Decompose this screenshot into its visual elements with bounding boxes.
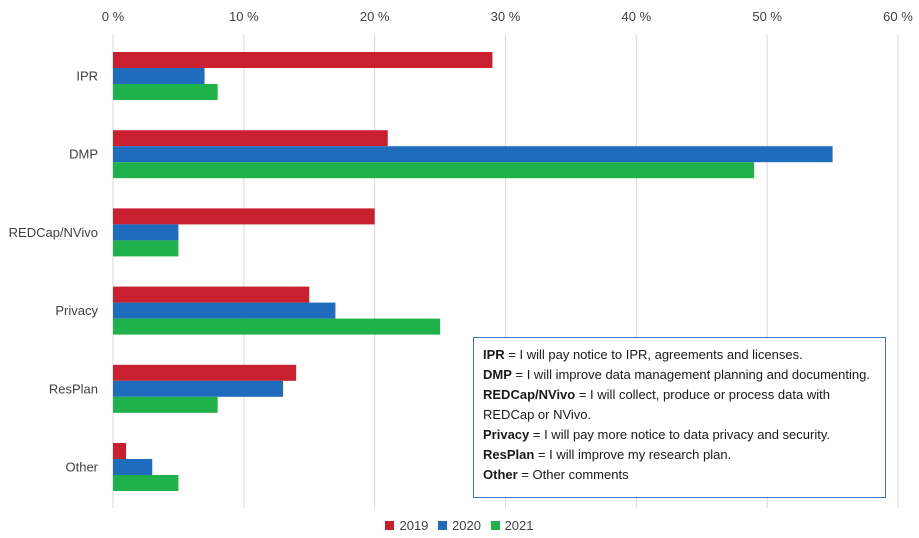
note-term: Other — [483, 467, 518, 482]
bar-chart: 0 % 10 % 20 % 30 % 40 % 50 % 60 % IPR DMP REDCap… — [9, 9, 913, 508]
note-text: = I will pay notice to IPR, agreements a… — [504, 347, 803, 362]
x-tick-label: 30 % — [491, 9, 521, 24]
category-label: DMP — [69, 147, 98, 162]
note-text: = I will improve my research plan. — [534, 447, 732, 462]
x-tick-label: 0 % — [102, 9, 125, 24]
x-axis-ticks: 0 % 10 % 20 % 30 % 40 % 50 % 60 % — [102, 9, 913, 24]
abbreviation-notes-box: IPR = I will pay notice to IPR, agreemen… — [473, 337, 886, 498]
note-term: REDCap/NVivo — [483, 387, 576, 402]
x-tick-label: 50 % — [752, 9, 782, 24]
bar-2019-ipr — [113, 52, 493, 68]
legend-item-2021: 2021 — [490, 518, 534, 533]
bar-2020-ipr — [113, 68, 205, 84]
category-label: ResPlan — [49, 381, 98, 396]
bar-2020-other — [113, 459, 153, 475]
note-term: ResPlan — [483, 447, 535, 462]
bar-2021-ipr — [113, 84, 218, 100]
x-tick-label: 10 % — [229, 9, 259, 24]
bar-2021-redcap-nvivo — [113, 240, 179, 257]
category-label: Privacy — [55, 303, 98, 318]
bar-2020-resplan — [113, 380, 284, 397]
bar-2021-other — [113, 475, 179, 491]
bar-2019-resplan — [113, 364, 297, 381]
legend-swatch-2019 — [385, 521, 395, 530]
note-line-privacy: Privacy = I will pay more notice to data… — [483, 425, 877, 445]
note-line-redcap: REDCap/NVivo = I will collect, produce o… — [483, 385, 877, 425]
note-line-dmp: DMP = I will improve data management pla… — [483, 365, 877, 385]
bar-2021-privacy — [113, 318, 441, 335]
bar-2020-dmp — [113, 146, 833, 163]
bar-2019-privacy — [113, 286, 310, 303]
category-label: IPR — [76, 69, 98, 84]
bar-2019-dmp — [113, 130, 388, 147]
x-tick-label: 60 % — [883, 9, 913, 24]
note-text: = I will pay more notice to data privacy… — [529, 427, 830, 442]
x-tick-label: 20 % — [360, 9, 390, 24]
legend: 2019 2020 2021 — [0, 518, 919, 533]
legend-item-2019: 2019 — [385, 518, 428, 533]
legend-swatch-2021 — [490, 521, 500, 530]
legend-swatch-2020 — [438, 521, 448, 530]
note-term: IPR — [483, 347, 505, 362]
legend-label: 2019 — [399, 518, 429, 533]
note-line-other: Other = Other comments — [483, 465, 877, 485]
bar-2019-redcap-nvivo — [113, 208, 375, 225]
x-tick-label: 40 % — [622, 9, 652, 24]
bar-2019-other — [113, 443, 127, 459]
category-labels: IPR DMP REDCap/NVivo Privacy ResPlan Other — [9, 69, 99, 475]
bar-2021-dmp — [113, 162, 755, 179]
legend-label: 2020 — [452, 518, 481, 533]
note-term: Privacy — [483, 427, 530, 442]
note-term: DMP — [483, 367, 512, 382]
note-text: = I will collect, produce or process dat… — [483, 387, 830, 422]
bar-2020-privacy — [113, 302, 336, 319]
note-line-ipr: IPR = I will pay notice to IPR, agreemen… — [483, 345, 877, 365]
bars — [113, 52, 833, 491]
gridlines — [112, 35, 899, 508]
bar-2020-redcap-nvivo — [113, 224, 179, 241]
note-text: = I will improve data management plannin… — [511, 367, 870, 382]
category-label: Other — [65, 460, 98, 475]
note-text: = Other comments — [517, 467, 629, 482]
bar-2021-resplan — [113, 396, 218, 413]
category-label: REDCap/NVivo — [9, 225, 98, 240]
note-line-resplan: ResPlan = I will improve my research pla… — [483, 445, 877, 465]
legend-label: 2021 — [504, 518, 534, 533]
legend-item-2020: 2020 — [438, 518, 481, 533]
